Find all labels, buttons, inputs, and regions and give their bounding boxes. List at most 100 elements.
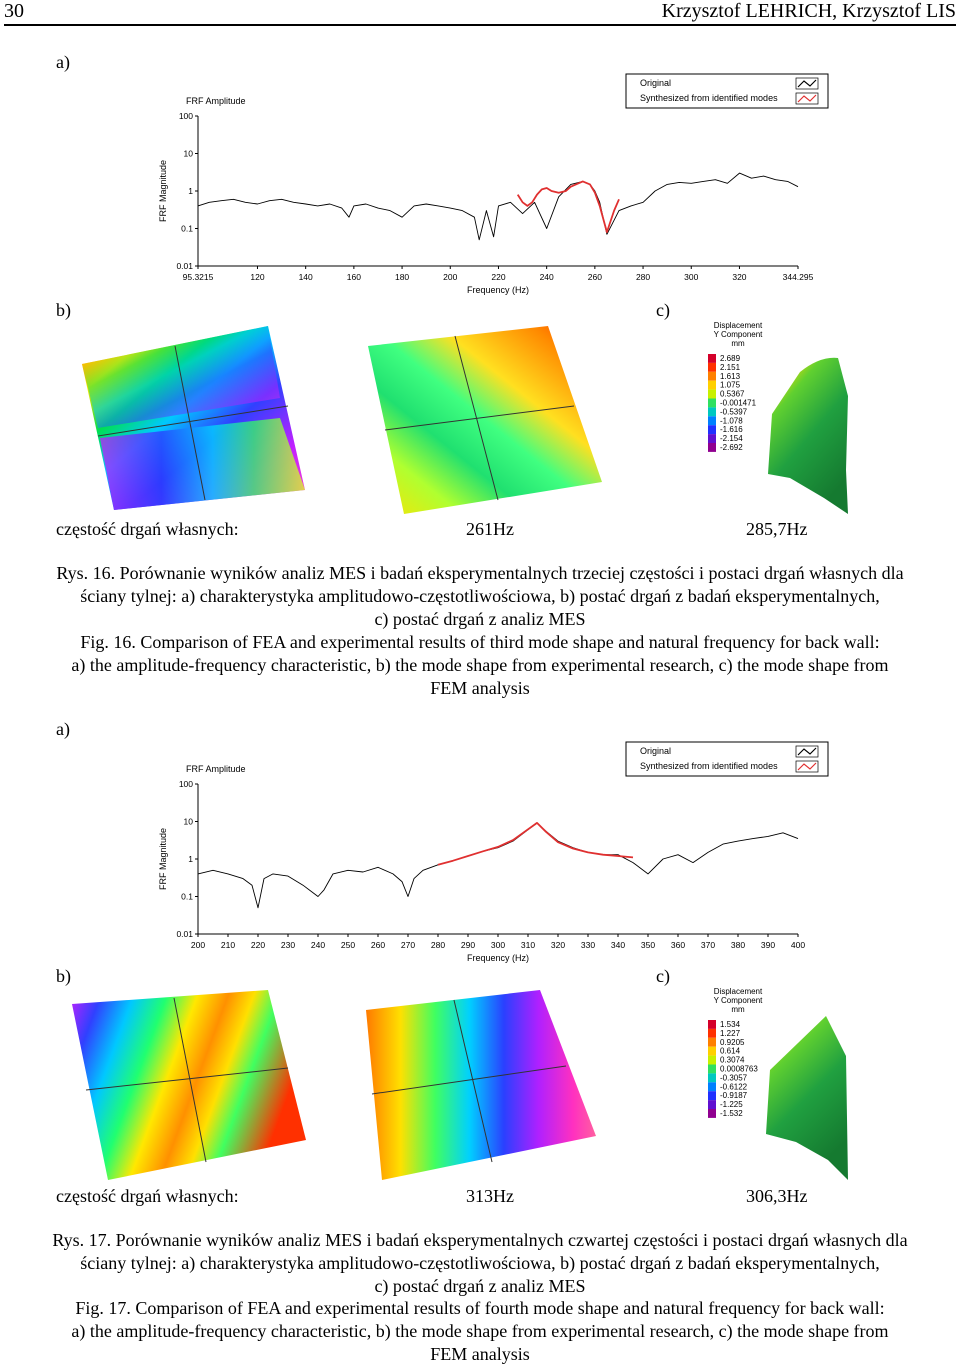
fig17-x-tick-label: 350 — [641, 940, 655, 950]
fig16-x-tick-label: 300 — [684, 272, 698, 282]
fig17-colorbar-value: 0.0008763 — [720, 1065, 758, 1074]
fig17-freq-experimental: 313Hz — [466, 1186, 514, 1206]
fig17-y-tick-label: 0.01 — [176, 929, 193, 939]
fig16-x-tick-label: 95.3215 — [183, 272, 214, 282]
fig16-colorbar-value: 1.075 — [720, 381, 741, 390]
fig16-chart-title: FRF Amplitude — [186, 96, 246, 106]
fig16-colorbar-value: 2.151 — [720, 363, 741, 372]
fig17-colorbar-swatch — [708, 1020, 716, 1029]
fig17-x-tick-label: 230 — [281, 940, 295, 950]
fig17-colorbar-value: 1.227 — [720, 1029, 741, 1038]
fig16-colorbar-value: -2.692 — [720, 443, 743, 452]
fig16-panel-c-label: c) — [656, 300, 670, 320]
fig17-x-tick-label: 360 — [671, 940, 685, 950]
fig16-x-tick-label: 140 — [299, 272, 313, 282]
fig16-colorbar-value: -2.154 — [720, 434, 743, 443]
fig17-colorbar-value: -0.9187 — [720, 1091, 748, 1100]
fig17-colorbar-value: -0.6122 — [720, 1082, 748, 1091]
fig17-colorbar-swatch — [708, 1082, 716, 1092]
fig17-colorbar-value: -1.532 — [720, 1109, 743, 1118]
fig16-legend-entry: Synthesized from identified modes — [640, 93, 778, 103]
fig17-colorbar-value: 0.614 — [720, 1047, 741, 1056]
fig17-colorbar-value: -1.225 — [720, 1100, 743, 1109]
fig16-colorbar-swatch — [708, 389, 716, 399]
fig16-x-tick-label: 200 — [443, 272, 457, 282]
fig16-x-tick-label: 320 — [732, 272, 746, 282]
fig17-colorbar-swatch — [708, 1055, 716, 1065]
fig17-y-tick-label: 100 — [179, 779, 193, 789]
fig16-colorbar-value: -0.5397 — [720, 407, 748, 416]
header-rule — [4, 24, 956, 26]
fig17-x-tick-label: 380 — [731, 940, 745, 950]
fig17-x-tick-label: 240 — [311, 940, 325, 950]
fig17-panel-a-label: a) — [56, 719, 70, 739]
fig16-panel-a-label: a) — [56, 52, 70, 72]
page-authors: Krzysztof LEHRICH, Krzysztof LIS — [661, 0, 956, 22]
fig17-caption-pl: Rys. 17. Porównanie wyników analiz MES i… — [52, 1230, 908, 1296]
fig16-y-axis-label: FRF Magnitude — [158, 160, 168, 222]
fig17-series-original — [197, 822, 799, 909]
fig17-x-tick-label: 210 — [221, 940, 235, 950]
fig16-colorbar-value: -1.078 — [720, 416, 743, 425]
fig17-x-tick-label: 330 — [581, 940, 595, 950]
fig17-x-tick-label: 290 — [461, 940, 475, 950]
fig17-x-tick-label: 310 — [521, 940, 535, 950]
fig16-legend-swatch — [797, 79, 817, 88]
fig16-colorbar-title: Displacement — [714, 321, 763, 330]
fig16-series-original — [197, 172, 799, 241]
fig16-x-tick-label: 260 — [588, 272, 602, 282]
fig17-x-axis-label: Frequency (Hz) — [467, 953, 529, 963]
fig17-x-tick-label: 370 — [701, 940, 715, 950]
fig17-fem-mode-shape — [766, 1016, 848, 1180]
fig17-x-tick-label: 400 — [791, 940, 805, 950]
fig17-x-tick-label: 220 — [251, 940, 265, 950]
fig17-colorbar-title: mm — [731, 1005, 745, 1014]
fig17-x-tick-label: 390 — [761, 940, 775, 950]
fig17-colorbar-swatch — [708, 1028, 716, 1038]
fig16-caption-en: Fig. 16. Comparison of FEA and experimen… — [71, 632, 889, 698]
fig17-colorbar-swatch — [708, 1091, 716, 1101]
fig16-caption-pl: Rys. 16. Porównanie wyników analiz MES i… — [56, 563, 904, 629]
fig16-colorbar-swatch — [708, 434, 716, 443]
fig17-panel-c-label: c) — [656, 966, 670, 986]
fig17-colorbar-swatch — [708, 1037, 716, 1047]
fig16-y-tick-label: 10 — [184, 149, 194, 159]
fig16-colorbar-swatch — [708, 354, 716, 363]
fig16-series-synthesized — [516, 180, 620, 234]
fig17-chart-title: FRF Amplitude — [186, 764, 246, 774]
fig17-caption-en: Fig. 17. Comparison of FEA and experimen… — [71, 1298, 889, 1364]
fig16-panel-b-label: b) — [56, 300, 71, 320]
fig16-legend-swatch — [797, 94, 817, 103]
fig17-colorbar-swatch — [708, 1109, 716, 1118]
fig16-legend-entry: Original — [640, 78, 671, 88]
fig16-colorbar-swatch — [708, 407, 716, 417]
fig16-x-tick-label: 344.295 — [783, 272, 814, 282]
fig16-colorbar-title: mm — [731, 339, 745, 348]
fig17-colorbar-value: 0.3074 — [720, 1056, 745, 1065]
fig16-colorbar-swatch — [708, 371, 716, 381]
fig16-x-tick-label: 120 — [250, 272, 264, 282]
fig16-y-tick-label: 100 — [179, 111, 193, 121]
fig16-y-tick-label: 0.01 — [176, 261, 193, 271]
fig17-exp-mode-shape-right — [366, 990, 596, 1180]
fig17-x-tick-label: 260 — [371, 940, 385, 950]
fig17-legend-swatch — [797, 762, 817, 771]
fig16-colorbar-value: 1.613 — [720, 372, 741, 381]
fig16-freq-experimental: 261Hz — [466, 519, 514, 539]
page-number: 30 — [4, 0, 24, 22]
fig17-colorbar-title: Y Component — [714, 996, 764, 1005]
fig17-colorbar-value: 1.534 — [720, 1020, 741, 1029]
fig17-legend-entry: Original — [640, 746, 671, 756]
fig17-y-tick-label: 1 — [188, 854, 193, 864]
fig17-series-synthesized — [437, 822, 634, 866]
fig16-colorbar-value: -1.616 — [720, 425, 743, 434]
fig16-y-tick-label: 1 — [188, 186, 193, 196]
fig17-x-tick-label: 300 — [491, 940, 505, 950]
fig17-x-tick-label: 320 — [551, 940, 565, 950]
fig16-y-tick-label: 0.1 — [181, 224, 193, 234]
fig16-exp-mode-shape-right — [368, 326, 602, 514]
fig17-colorbar-value: 0.9205 — [720, 1038, 745, 1047]
fig16-colorbar-value: -0.001471 — [720, 399, 757, 408]
